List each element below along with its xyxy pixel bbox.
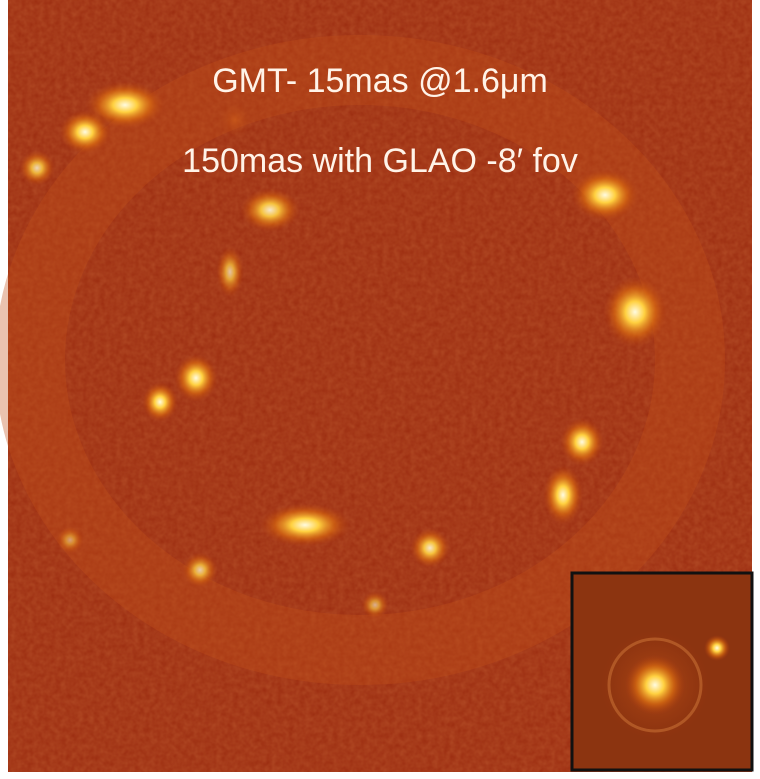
page: GMT- 15mas @1.6μm 150mas with GLAO -8′ f… [0,0,760,779]
astro-image: GMT- 15mas @1.6μm 150mas with GLAO -8′ f… [0,0,760,779]
psf-inset [572,573,752,770]
caption-line: GMT- 15mas @1.6μm [212,62,548,100]
caption-line: 150mas with GLAO -8′ fov [182,142,578,180]
